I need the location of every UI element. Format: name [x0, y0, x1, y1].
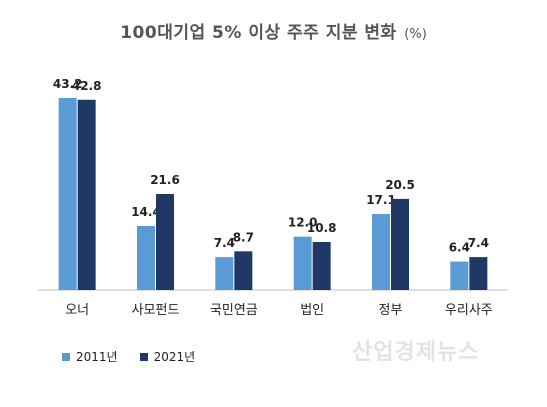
legend-swatch-2011	[62, 352, 70, 361]
legend: 2011년 2021년	[62, 348, 195, 365]
bar-2011-5	[450, 261, 469, 290]
bar-2011-3	[293, 236, 312, 290]
bar-2021-2	[234, 251, 253, 290]
bar-2011-1	[137, 226, 155, 290]
watermark: 산업경제뉴스	[352, 340, 480, 365]
value-label-2021-3: 10.8	[307, 221, 337, 235]
value-label-2021-1: 21.6	[150, 173, 180, 187]
value-label-2021-0: 42.8	[72, 79, 102, 93]
category-label-5: 우리사주	[445, 303, 493, 318]
value-label-2021-4: 20.5	[385, 178, 415, 192]
bar-2021-0	[77, 99, 96, 291]
value-label-2011-2: 7.4	[214, 236, 235, 250]
value-label-2021-2: 8.7	[233, 230, 254, 244]
bar-2021-4	[391, 198, 409, 290]
value-label-2011-0: 43.2	[53, 77, 83, 91]
category-label-0: 오너	[65, 303, 89, 318]
value-label-2011-3: 12.0	[288, 216, 318, 230]
bar-2011-0	[58, 98, 77, 290]
legend-item-2021: 2021년	[139, 348, 196, 365]
legend-label-2021: 2021년	[153, 350, 196, 364]
bar-2011-2	[215, 257, 234, 290]
legend-item-2011: 2011년	[62, 348, 118, 365]
value-label-2011-4: 17.1	[366, 193, 396, 207]
category-label-2: 국민연금	[210, 303, 258, 318]
legend-label-2011: 2011년	[76, 350, 118, 364]
chart-title-unit: (%)	[404, 27, 427, 42]
value-label-2011-1: 14.4	[131, 205, 161, 219]
chart-title: 100대기업 5% 이상 주주 지분 변화	[120, 23, 397, 43]
chart-title-block: 100대기업 5% 이상 주주 지분 변화 (%)	[0, 18, 547, 43]
bar-2021-5	[469, 257, 488, 290]
value-label-2011-5: 6.4	[449, 241, 470, 255]
category-label-3: 법인	[300, 303, 324, 318]
legend-swatch-2021	[139, 352, 148, 361]
category-label-4: 정부	[379, 303, 403, 318]
bar-2011-4	[372, 214, 390, 290]
bar-2021-1	[156, 194, 174, 290]
value-label-2021-5: 7.4	[468, 236, 489, 250]
category-label-1: 사모펀드	[132, 303, 180, 318]
bar-2021-3	[312, 242, 331, 290]
